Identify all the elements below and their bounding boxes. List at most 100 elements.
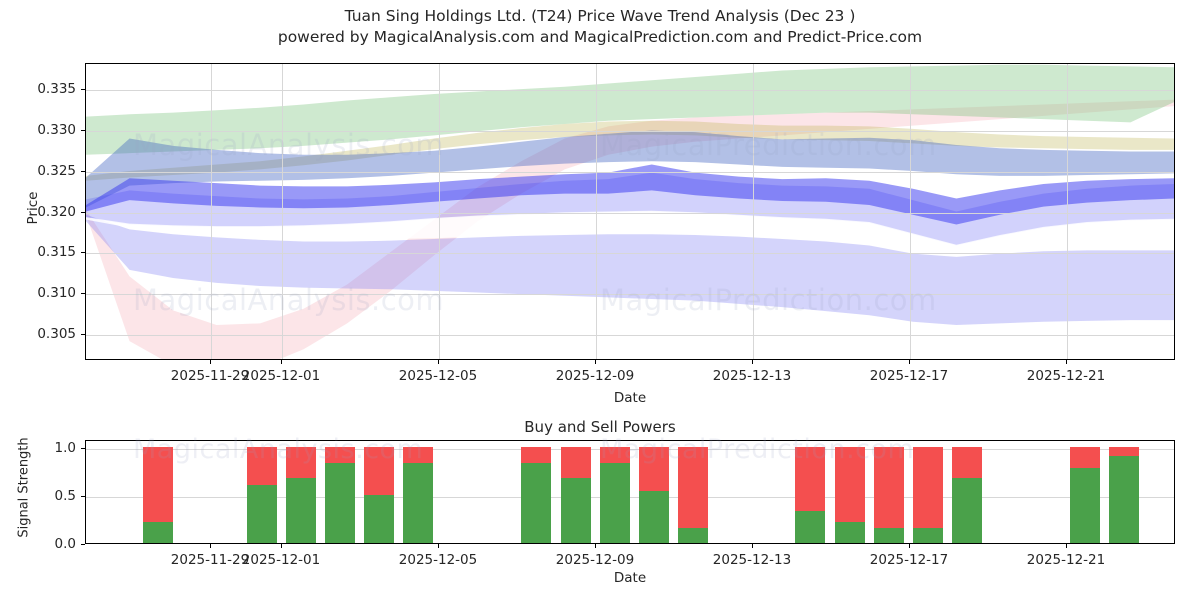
price-x-tick-mark	[281, 360, 282, 364]
sell-power-segment	[952, 446, 982, 479]
page-title: Tuan Sing Holdings Ltd. (T24) Price Wave…	[344, 7, 856, 25]
sell-power-segment	[403, 446, 433, 464]
price-y-tick-label: 0.310	[37, 285, 76, 302]
signal-bar[interactable]	[678, 446, 708, 543]
buy-sell-plot-area	[85, 440, 1175, 544]
price-y-tick-mark	[81, 333, 85, 335]
sell-power-segment	[600, 446, 630, 464]
price-x-tick-mark	[210, 360, 211, 364]
price-y-tick-label: 0.335	[37, 81, 76, 98]
gridline-vertical	[211, 64, 212, 359]
buy-power-segment	[913, 527, 943, 543]
signal-x-tick-mark	[210, 544, 211, 548]
price-wave-bands	[86, 64, 1174, 359]
gridline-vertical	[753, 64, 754, 359]
signal-bar[interactable]	[795, 446, 825, 543]
buy-power-segment	[247, 485, 277, 543]
signal-bar[interactable]	[286, 446, 316, 543]
signal-bar[interactable]	[403, 446, 433, 543]
buy-power-segment	[600, 463, 630, 543]
signal-bar[interactable]	[1070, 446, 1100, 543]
signal-chart-title: Buy and Sell Powers	[524, 418, 676, 436]
price-y-tick-label: 0.305	[37, 325, 76, 342]
sell-power-segment	[286, 446, 316, 479]
signal-bar[interactable]	[143, 446, 173, 543]
wave-band-white-gap-band	[86, 210, 1174, 257]
signal-bar[interactable]	[247, 446, 277, 543]
buy-power-segment	[286, 478, 316, 543]
gridline-vertical	[596, 64, 597, 359]
sell-power-segment	[639, 446, 669, 491]
signal-bar[interactable]	[325, 446, 355, 543]
buy-power-segment	[325, 463, 355, 543]
signal-x-tick-label: 2025-12-13	[712, 552, 792, 568]
signal-bar[interactable]	[913, 446, 943, 543]
wave-band-olive-overlap-band	[86, 120, 1174, 181]
sell-power-segment	[364, 446, 394, 495]
page-subtitle: powered by MagicalAnalysis.com and Magic…	[277, 28, 923, 46]
gridline-horizontal	[86, 496, 1174, 498]
buy-power-segment	[678, 527, 708, 543]
price-x-tick-label: 2025-12-05	[398, 368, 478, 384]
sell-power-segment	[874, 446, 904, 528]
gridline-horizontal	[86, 253, 1174, 255]
wave-band-light-blue-wide-band	[86, 172, 1174, 246]
buy-power-segment	[364, 494, 394, 543]
signal-x-tick-label: 2025-12-21	[1026, 552, 1106, 568]
price-y-tick-label: 0.330	[37, 121, 76, 138]
price-wave-plot-area	[85, 63, 1175, 360]
sell-power-segment	[1109, 446, 1139, 457]
price-x-tick-mark	[1066, 360, 1067, 364]
gridline-vertical	[910, 64, 911, 359]
signal-bar[interactable]	[561, 446, 591, 543]
signal-bar[interactable]	[1109, 446, 1139, 543]
price-y-tick-mark	[81, 129, 85, 131]
gridline-horizontal	[86, 294, 1174, 296]
chart-header: Tuan Sing Holdings Ltd. (T24) Price Wave…	[0, 6, 1200, 48]
gridline-vertical	[439, 64, 440, 359]
price-y-axis-label: Price	[25, 191, 41, 225]
signal-bar[interactable]	[364, 446, 394, 543]
price-x-axis-label: Date	[613, 390, 647, 406]
buy-power-segment	[143, 521, 173, 543]
sell-power-segment	[678, 446, 708, 528]
signal-x-tick-mark	[438, 544, 439, 548]
buy-power-segment	[874, 527, 904, 543]
sell-power-segment	[143, 446, 173, 522]
sell-power-segment	[247, 446, 277, 486]
buy-power-segment	[561, 478, 591, 543]
signal-bar[interactable]	[835, 446, 865, 543]
signal-y-tick-mark	[81, 495, 85, 497]
price-y-tick-mark	[81, 252, 85, 254]
buy-power-segment	[521, 463, 551, 543]
signal-x-tick-label: 2025-12-05	[398, 552, 478, 568]
buy-power-segment	[639, 491, 669, 543]
price-x-tick-label: 2025-12-21	[1026, 368, 1106, 384]
price-y-tick-label: 0.325	[37, 162, 76, 179]
price-y-tick-mark	[81, 211, 85, 213]
signal-bar[interactable]	[521, 446, 551, 543]
sell-power-segment	[521, 446, 551, 464]
sell-power-segment	[1070, 446, 1100, 468]
sell-power-segment	[561, 446, 591, 479]
price-x-tick-mark	[438, 360, 439, 364]
buy-power-segment	[835, 521, 865, 543]
price-x-tick-mark	[752, 360, 753, 364]
price-x-tick-label: 2025-12-01	[241, 368, 321, 384]
signal-y-tick-label: 0.0	[54, 536, 76, 552]
signal-x-tick-label: 2025-11-29	[170, 552, 250, 568]
signal-x-tick-mark	[595, 544, 596, 548]
price-y-tick-label: 0.320	[37, 203, 76, 220]
price-x-tick-label: 2025-12-17	[869, 368, 949, 384]
signal-bar[interactable]	[600, 446, 630, 543]
gridline-horizontal	[86, 130, 1174, 132]
sell-power-segment	[795, 446, 825, 512]
signal-bar[interactable]	[952, 446, 982, 543]
signal-y-tick-label: 1.0	[54, 439, 76, 456]
buy-power-segment	[952, 478, 982, 543]
signal-bar[interactable]	[639, 446, 669, 543]
signal-bar[interactable]	[874, 446, 904, 543]
wave-band-pale-blue-lower-band	[86, 214, 1174, 325]
signal-x-tick-mark	[752, 544, 753, 548]
signal-x-tick-label: 2025-12-09	[555, 552, 635, 568]
